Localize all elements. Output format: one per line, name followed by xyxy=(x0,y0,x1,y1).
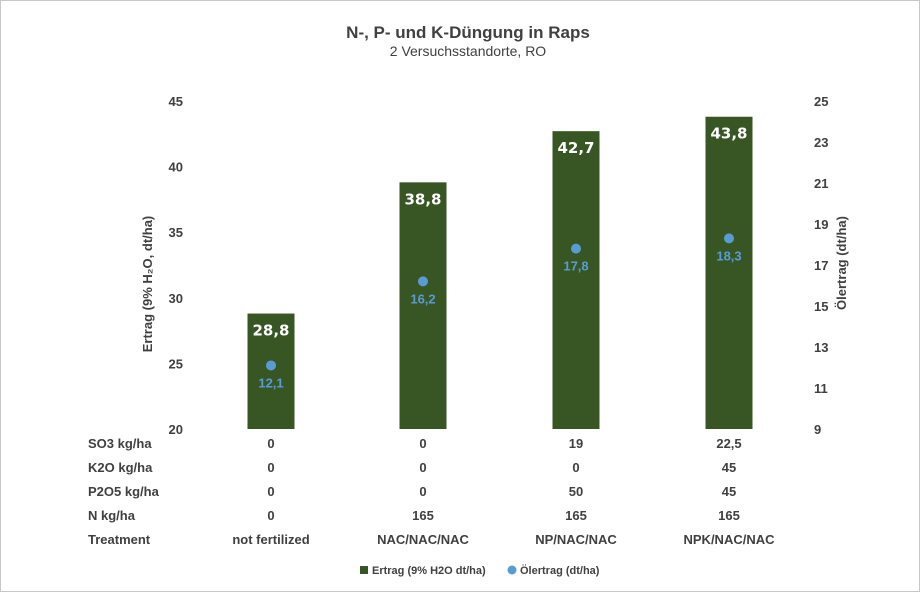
table-row-label: N kg/ha xyxy=(88,508,136,523)
point-data-label: 17,8 xyxy=(563,259,588,274)
y-axis-tick-label: 40 xyxy=(169,160,183,175)
y2-axis-tick-label: 25 xyxy=(814,94,828,109)
legend-label-ertrag: Ertrag (9% H2O dt/ha) xyxy=(372,565,486,577)
table-cell: 0 xyxy=(267,484,274,499)
table-row-label: SO3 kg/ha xyxy=(88,436,152,451)
table-cell: 0 xyxy=(572,460,579,475)
table-cell: 0 xyxy=(419,436,426,451)
y-axis-tick-label: 45 xyxy=(169,94,183,109)
point-oelertrag xyxy=(724,233,734,244)
bar-ertrag xyxy=(399,182,447,429)
category-label: NPK/NAC/NAC xyxy=(684,532,776,547)
table-cell: 0 xyxy=(267,508,274,523)
y-axis-tick-label: 25 xyxy=(169,356,183,371)
category-label: NP/NAC/NAC xyxy=(535,532,617,547)
table-cell: 0 xyxy=(419,460,426,475)
table-cell: 0 xyxy=(419,484,426,499)
table-row-label: K2O kg/ha xyxy=(88,460,153,475)
y2-axis-tick-label: 9 xyxy=(814,422,821,437)
y2-axis-tick-label: 11 xyxy=(814,381,828,396)
y2-axis-tick-label: 17 xyxy=(814,258,828,273)
table-cell: 45 xyxy=(722,460,736,475)
table-cell: 50 xyxy=(569,484,583,499)
y2-axis-tick-label: 21 xyxy=(814,176,828,191)
legend-swatch-ertrag xyxy=(360,566,368,574)
category-label: not fertilized xyxy=(232,532,309,547)
bar-ertrag xyxy=(705,116,753,429)
y-axis-tick-label: 30 xyxy=(169,291,183,306)
bar-data-label: 43,8 xyxy=(710,125,747,143)
y-axis-tick-label: 20 xyxy=(169,422,183,437)
table-cell: 165 xyxy=(718,508,740,523)
category-label: NAC/NAC/NAC xyxy=(377,532,469,547)
table-row-label: P2O5 kg/ha xyxy=(88,484,160,499)
y2-axis-tick-label: 23 xyxy=(814,135,828,150)
bar-ertrag xyxy=(247,313,295,429)
point-data-label: 18,3 xyxy=(716,248,741,263)
chart-title: N-, P- und K-Düngung in Raps xyxy=(346,23,590,42)
chart-subtitle: 2 Versuchsstandorte, RO xyxy=(390,43,547,59)
point-oelertrag xyxy=(266,360,276,371)
bar-data-label: 42,7 xyxy=(557,139,594,157)
table-cell: 165 xyxy=(565,508,587,523)
table-cell: 19 xyxy=(569,436,583,451)
table-cell: 45 xyxy=(722,484,736,499)
table-cell: 165 xyxy=(412,508,434,523)
y2-axis-tick-label: 13 xyxy=(814,340,828,355)
point-data-label: 16,2 xyxy=(410,291,435,306)
y2-axis-label: Ölertrag (dt/ha) xyxy=(834,216,849,310)
bar-data-label: 38,8 xyxy=(404,190,441,208)
bar-ertrag xyxy=(552,131,600,429)
y2-axis-tick-label: 15 xyxy=(814,299,828,314)
point-oelertrag xyxy=(571,243,581,254)
y-axis-label: Ertrag (9% H₂O, dt/ha) xyxy=(140,216,155,353)
legend-label-oelertrag: Ölertrag (dt/ha) xyxy=(520,564,600,577)
y-axis-tick-label: 35 xyxy=(169,225,183,240)
bar-data-label: 28,8 xyxy=(252,322,289,340)
table-cell: 0 xyxy=(267,436,274,451)
table-cell: 22,5 xyxy=(716,436,741,451)
point-data-label: 12,1 xyxy=(258,375,283,390)
treatment-row-label: Treatment xyxy=(88,532,151,547)
legend-swatch-oelertrag xyxy=(507,565,517,575)
point-oelertrag xyxy=(418,276,428,287)
table-cell: 0 xyxy=(267,460,274,475)
y2-axis-tick-label: 19 xyxy=(814,217,828,232)
